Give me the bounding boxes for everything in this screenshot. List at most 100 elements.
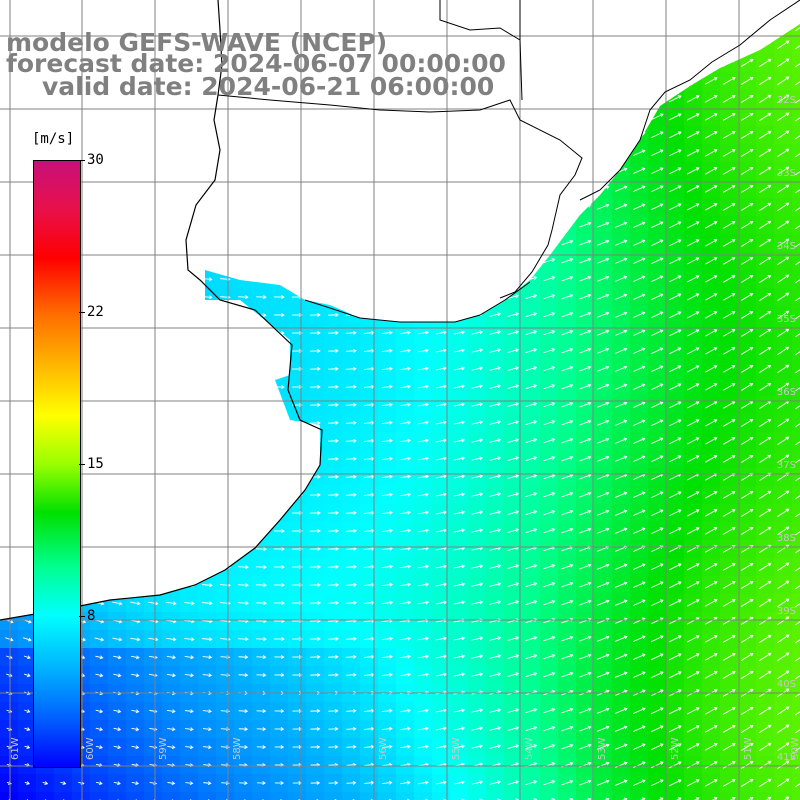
wind-arrow (400, 744, 411, 749)
wind-arrow (669, 239, 682, 247)
wind-arrow (777, 130, 790, 140)
wind-arrow (795, 549, 800, 554)
wind-arrow (148, 601, 159, 606)
wind-arrow (758, 706, 772, 716)
wind-arrow (669, 257, 682, 265)
wind-arrow (741, 275, 754, 283)
wind-arrow (543, 780, 556, 786)
wind-arrow (704, 527, 718, 535)
wind-arrow (203, 745, 212, 750)
wind-arrow (686, 707, 700, 715)
wind-arrow (704, 509, 718, 517)
wind-arrow (131, 727, 140, 732)
wind-arrow (417, 438, 429, 443)
wind-arrow (596, 725, 610, 732)
wind-arrow (435, 438, 447, 443)
wind-speed-cell (432, 792, 450, 800)
wind-arrow (185, 781, 194, 786)
wind-arrow (273, 547, 285, 552)
wind-arrow (687, 329, 700, 337)
lon-label: 51W (743, 737, 754, 760)
wind-arrow (327, 528, 339, 533)
wind-speed-cell (792, 90, 800, 108)
wind-arrow (633, 347, 646, 354)
wind-arrow (759, 418, 772, 427)
wind-arrow (596, 635, 610, 642)
wind-arrow (131, 709, 140, 714)
wind-speed-cell (612, 792, 630, 800)
wind-speed-cell (396, 792, 414, 800)
wind-arrow (399, 528, 412, 533)
wind-speed-cell (792, 36, 800, 54)
wind-arrow (740, 634, 754, 643)
wind-arrow (795, 603, 800, 608)
wind-arrow (435, 744, 447, 749)
wind-arrow (597, 329, 610, 336)
wind-arrow (669, 455, 682, 463)
wind-arrow (489, 474, 502, 479)
wind-arrow (759, 238, 772, 247)
wind-arrow (668, 635, 682, 643)
lon-label: 52W (670, 737, 681, 760)
wind-arrow (632, 779, 646, 787)
wind-arrow (561, 635, 574, 642)
wind-arrow (795, 477, 800, 482)
wind-arrow (723, 185, 736, 193)
wind-arrow (669, 221, 682, 229)
wind-arrow (543, 671, 556, 678)
wind-arrow (597, 419, 610, 426)
wind-arrow (291, 546, 303, 551)
wind-speed-cell (792, 468, 800, 486)
wind-arrow (615, 347, 628, 354)
wind-arrow (237, 565, 249, 570)
wind-speed-cell (702, 792, 720, 800)
wind-arrow (579, 455, 592, 462)
wind-arrow (346, 780, 357, 785)
wind-arrow (758, 616, 772, 626)
wind-speed-cell (504, 792, 522, 800)
wind-arrow (471, 492, 484, 497)
wind-arrow (668, 581, 682, 589)
wind-arrow (561, 653, 574, 660)
wind-arrow (435, 780, 447, 785)
wind-arrow (345, 492, 357, 497)
wind-arrow (795, 45, 800, 50)
wind-arrow (633, 365, 646, 372)
wind-arrow (795, 729, 800, 734)
wind-arrow (273, 637, 285, 642)
wind-arrow (507, 726, 520, 731)
wind-arrow (633, 257, 646, 264)
wind-arrow (777, 292, 790, 302)
wind-arrow (184, 709, 194, 714)
wind-arrow (22, 637, 32, 642)
wind-arrow (633, 311, 646, 318)
wind-speed-cell (792, 558, 800, 576)
wind-arrow (615, 311, 628, 318)
wind-speed-cell (486, 792, 504, 800)
wind-arrow (525, 600, 538, 606)
wind-arrow (758, 760, 772, 770)
wind-arrow (795, 279, 800, 284)
wind-arrow (723, 437, 736, 445)
wind-arrow (292, 348, 303, 353)
wind-arrow (686, 743, 700, 751)
wind-arrow (561, 365, 574, 372)
wind-arrow (95, 673, 104, 678)
wind-arrow (525, 330, 538, 336)
wind-arrow (23, 673, 31, 678)
wind-arrow (424, 798, 429, 800)
wind-arrow (453, 564, 466, 569)
wind-arrow (795, 747, 800, 752)
wind-arrow (668, 653, 682, 661)
wind-arrow (417, 582, 430, 587)
wind-arrow (633, 419, 646, 426)
wind-arrow (722, 599, 736, 607)
wind-arrow (381, 402, 393, 407)
wind-arrow (650, 563, 664, 571)
wind-arrow (741, 221, 754, 229)
wind-arrow (381, 330, 393, 335)
wind-arrow (525, 456, 538, 462)
wind-arrow (399, 348, 411, 353)
wind-speed-cell (576, 792, 594, 800)
